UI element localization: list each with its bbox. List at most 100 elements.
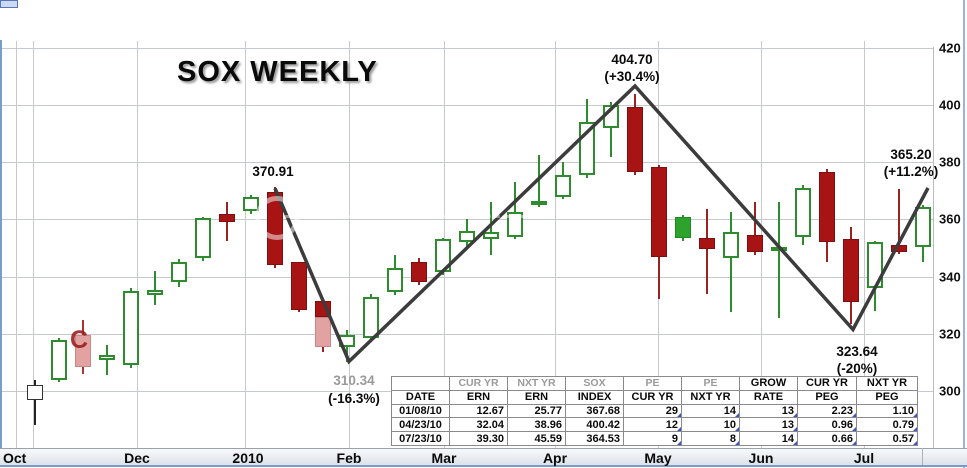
candle-body	[51, 339, 67, 380]
price-annotation: 323.64 (-20%)	[836, 344, 878, 376]
x-axis-month-label: May	[644, 450, 672, 466]
table-cell: PEG	[797, 389, 857, 405]
candle-body	[123, 290, 139, 366]
candle-body	[75, 335, 91, 367]
table-cell: CUR YR	[449, 376, 508, 391]
candle-wick	[706, 209, 708, 294]
x-axis-bar	[0, 448, 967, 466]
price-annotation: (-16.3%)	[328, 391, 380, 406]
candle-wick	[106, 345, 108, 376]
comment-marker	[913, 413, 917, 417]
table-cell: 2.23	[797, 403, 857, 419]
candle-body	[843, 239, 859, 303]
candle-wick	[490, 202, 492, 256]
table-cell: 25.77	[507, 403, 566, 419]
comment-marker	[852, 440, 856, 445]
table-cell: 39.30	[449, 431, 508, 446]
y-axis-tick-label: 300	[939, 383, 961, 399]
table-cell: 14	[739, 431, 798, 446]
candle-wick	[778, 202, 780, 319]
x-axis-cell-line	[922, 448, 923, 465]
vertical-gridline	[555, 41, 556, 448]
candle-body	[675, 216, 691, 239]
chart-title: SOX WEEKLY	[177, 56, 378, 88]
candle-wick	[34, 379, 36, 426]
table-cell: 07/23/10	[391, 431, 450, 446]
candle-body	[507, 212, 523, 237]
table-cell: 12	[623, 417, 682, 433]
comment-marker	[913, 440, 917, 445]
comment-marker	[677, 427, 681, 431]
comment-marker	[677, 440, 681, 445]
candle-body	[219, 213, 235, 223]
price-annotation: 370.91	[252, 164, 294, 179]
table-cell: DATE	[391, 389, 450, 405]
candle-wick	[610, 102, 612, 157]
table-cell: ERN	[507, 389, 566, 405]
window-right-border	[963, 0, 965, 468]
window-corner-box	[0, 0, 18, 8]
candle-body	[27, 385, 43, 400]
table-cell	[391, 376, 450, 391]
table-cell: 364.53	[565, 431, 624, 446]
candle-body	[315, 316, 331, 347]
comment-marker	[735, 413, 739, 417]
vertical-gridline	[864, 41, 865, 448]
table-cell: 13	[739, 403, 798, 419]
candle-body	[363, 296, 379, 339]
comment-marker	[852, 427, 856, 431]
window-left-border	[0, 40, 2, 467]
comment-marker	[793, 413, 797, 417]
horizontal-gridline	[2, 162, 933, 163]
watermark-c-mark: C	[70, 326, 89, 354]
vertical-gridline	[349, 41, 350, 448]
table-cell: SOX	[565, 376, 624, 391]
x-axis-month-label: 2010	[232, 450, 264, 466]
comment-marker	[852, 413, 856, 417]
comment-marker	[735, 427, 739, 431]
table-cell: 10	[681, 417, 740, 433]
comment-marker	[735, 440, 739, 445]
candle-body	[627, 106, 643, 173]
table-cell: NXT YR	[681, 389, 740, 405]
y-axis-tick-label: 380	[939, 154, 961, 170]
candle-wick	[754, 202, 756, 256]
watermark-dashes	[285, 215, 645, 218]
x-axis-month-label: Mar	[431, 450, 457, 466]
table-cell: 32.04	[449, 417, 508, 433]
candle-body	[699, 238, 715, 250]
candle-body	[411, 262, 427, 283]
table-cell: CUR YR	[797, 376, 857, 391]
x-axis-month-label: Feb	[336, 450, 362, 466]
table-cell: PE	[623, 376, 682, 391]
candle-wick	[730, 212, 732, 313]
vertical-gridline	[137, 41, 138, 448]
candle-wick	[898, 189, 900, 254]
candle-body	[459, 230, 475, 243]
watermark-dashes	[130, 149, 220, 152]
candle-body	[171, 262, 187, 283]
y-axis-tick-label: 320	[939, 326, 961, 342]
plot-right-border	[933, 47, 934, 448]
table-cell: 38.96	[507, 417, 566, 433]
candle-body	[819, 172, 835, 243]
price-annotation: 365.20 (+11.2%)	[883, 147, 939, 179]
horizontal-gridline	[2, 334, 933, 335]
table-cell: NXT YR	[856, 376, 918, 391]
candle-body	[195, 218, 211, 259]
candle-body	[291, 262, 307, 310]
y-axis-tick-label: 340	[939, 269, 961, 285]
table-cell: 12.67	[449, 403, 508, 419]
table-cell: INDEX	[565, 389, 624, 405]
table-cell: 0.96	[797, 417, 857, 433]
candle-body	[147, 289, 163, 296]
candle-body	[915, 206, 931, 247]
table-cell: RATE	[739, 389, 798, 405]
x-axis-month-label: Jun	[748, 450, 774, 466]
candle-body	[99, 355, 115, 360]
table-cell: GROW	[739, 376, 798, 391]
table-cell: PEG	[856, 389, 918, 405]
y-axis-tick-label: 420	[939, 40, 961, 56]
